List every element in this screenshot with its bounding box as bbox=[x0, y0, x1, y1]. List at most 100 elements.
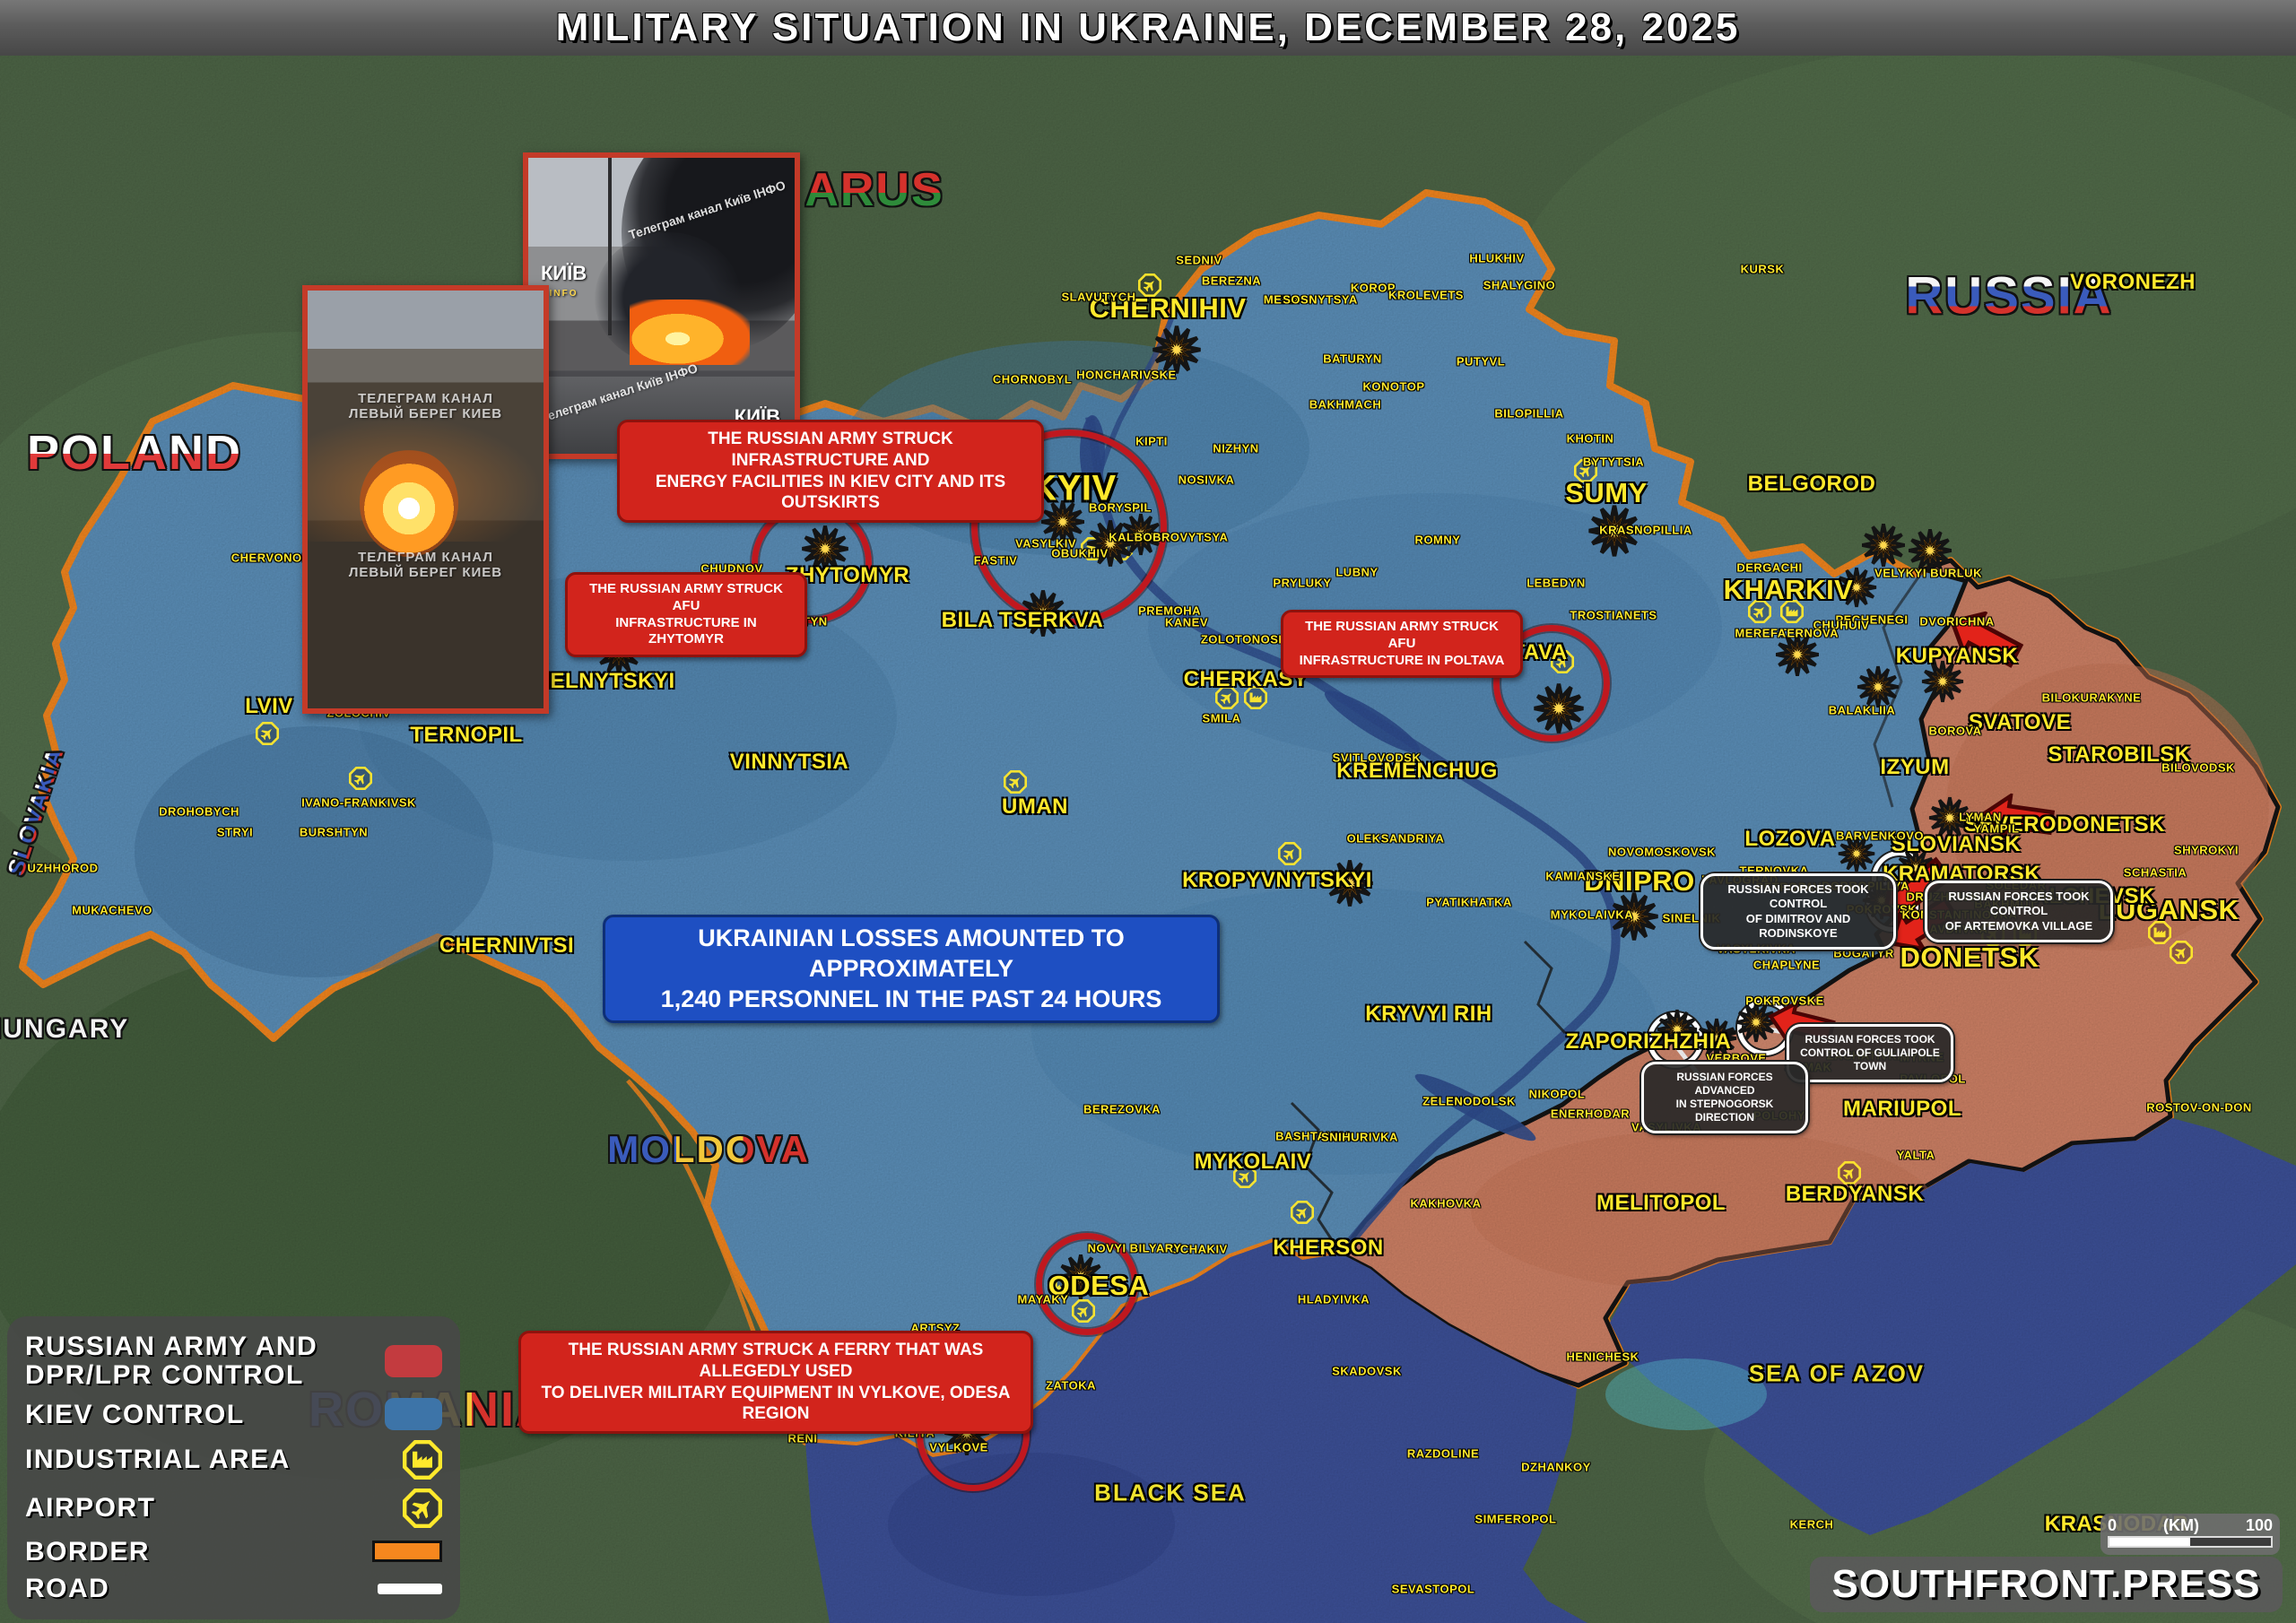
city-label: HONCHARIVSKE bbox=[1076, 368, 1177, 382]
city-label: DERGACHI bbox=[1736, 560, 1803, 575]
city-label: DROHOBYCH bbox=[159, 804, 239, 819]
city-label: SVATOVE bbox=[1968, 710, 2072, 734]
city-label: DNIPRO bbox=[1584, 865, 1695, 897]
city-label: BARVENKOVO bbox=[1836, 829, 1924, 843]
city-label: BILA TSERKVA bbox=[941, 608, 1104, 632]
legend-row-airport: AIRPORT bbox=[25, 1488, 442, 1528]
red-swatch bbox=[385, 1344, 442, 1377]
city-label: BALAKLIIA bbox=[1828, 703, 1896, 717]
annotation-control: RUSSIAN FORCES ADVANCED IN STEPNOGORSK D… bbox=[1641, 1062, 1808, 1133]
city-label: BILOKURAKYNE bbox=[2041, 690, 2142, 705]
city-label: SEVERODONETSK bbox=[1964, 812, 2165, 837]
city-label: KUPYANSK bbox=[1895, 644, 2019, 668]
city-label: SUMY bbox=[1565, 477, 1648, 508]
city-label: LYMAN bbox=[1959, 810, 2002, 824]
legend-row-russian-control: RUSSIAN ARMY AND DPR/LPR CONTROL bbox=[25, 1332, 442, 1389]
city-label: KALYTA bbox=[1109, 530, 1157, 544]
source-watermark: SOUTHFRONT.PRESS bbox=[1810, 1557, 2283, 1612]
city-label: ROMNY bbox=[1414, 533, 1461, 547]
city-label: ZAPORIZHZHIA bbox=[1565, 1029, 1732, 1054]
city-label: TROSTIANETS bbox=[1570, 608, 1657, 622]
city-label: SIMFEROPOL bbox=[1474, 1512, 1557, 1526]
city-label: ODESA bbox=[1048, 1270, 1150, 1301]
city-label: UZHHOROD bbox=[27, 861, 99, 875]
city-label: OLEKSANDRIYA bbox=[1346, 831, 1445, 846]
legend-row-border: BORDER bbox=[25, 1538, 442, 1567]
city-label: BELGOROD bbox=[1747, 472, 1876, 496]
blue-swatch bbox=[385, 1398, 442, 1431]
legend-row-industrial: INDUSTRIAL AREA bbox=[25, 1440, 442, 1480]
city-label: KAMIANSKE bbox=[1545, 869, 1621, 883]
city-label: KERCH bbox=[1789, 1517, 1834, 1532]
city-label: PECHENEGI bbox=[1835, 612, 1909, 627]
city-label: HENICHESK bbox=[1566, 1350, 1639, 1364]
city-label: LUBNY bbox=[1335, 565, 1378, 579]
city-label: LVIV bbox=[245, 694, 293, 718]
city-label: NIZHYN bbox=[1213, 441, 1259, 456]
annotation-red: THE RUSSIAN ARMY STRUCK AFU INFRASTRUCTU… bbox=[565, 572, 807, 657]
industry-icon bbox=[403, 1440, 442, 1480]
city-label: ENERHODAR bbox=[1550, 1107, 1631, 1121]
city-label: VELYKYI BURLUK bbox=[1874, 566, 1982, 580]
city-label: SCHASTIA bbox=[2123, 865, 2187, 880]
annotation-losses: UKRAINIAN LOSSES AMOUNTED TO APPROXIMATE… bbox=[603, 915, 1220, 1024]
city-label: BAKHMACH bbox=[1309, 397, 1382, 412]
city-label: DONETSK bbox=[1900, 942, 2039, 973]
city-label: VORONEZH bbox=[2069, 270, 2196, 294]
city-label: STRYI bbox=[216, 825, 254, 839]
city-label: KREMENCHUG bbox=[1336, 759, 1498, 783]
inset-photo-kyiv-fire: Телеграм канал Київ ІНФО Телеграм канал … bbox=[523, 152, 800, 459]
city-label: LOZOVA bbox=[1744, 827, 1836, 851]
city-label: SNIHURIVKA bbox=[1321, 1130, 1398, 1144]
watermark: ЛЕВЫЙ БЕРЕГ КИЕВ bbox=[348, 405, 503, 421]
city-label: YAMPIL bbox=[1973, 821, 2020, 836]
city-label: BEREZNA bbox=[1201, 273, 1262, 288]
city-label: HLADYIVKA bbox=[1297, 1292, 1370, 1306]
annotation-red: THE RUSSIAN ARMY STRUCK INFRASTRUCTURE A… bbox=[617, 420, 1044, 523]
city-label: VINNYTSIA bbox=[729, 750, 849, 774]
city-label: DZHANKOY bbox=[1521, 1460, 1591, 1474]
city-label: KHOTIN bbox=[1566, 431, 1614, 446]
city-label: KROLEVETS bbox=[1388, 288, 1464, 302]
city-label: SLOVIANSK bbox=[1891, 832, 2022, 856]
border-swatch bbox=[372, 1541, 442, 1563]
city-label: LEBEDYN bbox=[1526, 576, 1586, 590]
city-label: ZATOKA bbox=[1046, 1378, 1096, 1393]
city-label: VASYLKIV bbox=[1014, 536, 1077, 551]
title-bar: MILITARY SITUATION IN UKRAINE, DECEMBER … bbox=[0, 0, 2296, 56]
city-label: PUTYVL bbox=[1456, 354, 1506, 369]
city-label: CHERNIHIV bbox=[1089, 292, 1247, 324]
city-label: MYKOLAIVKA bbox=[1550, 907, 1634, 922]
city-label: PYATIKHATKA bbox=[1426, 895, 1512, 909]
annotation-control: RUSSIAN FORCES TOOK CONTROL OF ARTEMOVKA… bbox=[1925, 881, 2113, 942]
city-label: SKADOVSK bbox=[1332, 1364, 1402, 1378]
city-label: KRYVYI RIH bbox=[1365, 1002, 1492, 1026]
city-label: KIPTI bbox=[1135, 434, 1168, 448]
strike-circle bbox=[1036, 1233, 1138, 1335]
city-label: POKROVSKE bbox=[1745, 994, 1824, 1008]
city-label: BEREZOVKA bbox=[1083, 1102, 1161, 1116]
city-label: ROSTOV-ON-DON bbox=[2146, 1100, 2252, 1115]
city-label: FASTIV bbox=[973, 553, 1018, 568]
annotation-red: THE RUSSIAN ARMY STRUCK AFU INFRASTRUCTU… bbox=[1281, 610, 1523, 679]
city-label: MUKACHEVO bbox=[72, 903, 152, 917]
city-label: VYLKOVE bbox=[929, 1440, 988, 1454]
inset-photo-fireball: ТЕЛЕГРАМ КАНАЛ ЛЕВЫЙ БЕРЕГ КИЕВ ТЕЛЕГРАМ… bbox=[302, 285, 549, 714]
city-label: BURSHTYN bbox=[299, 825, 369, 839]
annotation-control: RUSSIAN FORCES TOOK CONTROL OF DIMITROV … bbox=[1700, 873, 1896, 950]
page-title: MILITARY SITUATION IN UKRAINE, DECEMBER … bbox=[555, 5, 1741, 49]
city-label: CHORNOBYL bbox=[992, 372, 1073, 386]
road-swatch bbox=[378, 1584, 442, 1595]
city-label: CHERNIVTSI bbox=[439, 933, 575, 958]
scale-bar: 0 (KM) 100 bbox=[2100, 1514, 2280, 1555]
city-label: NOSIVKA bbox=[1178, 473, 1235, 487]
city-label: SLAVUTYCH bbox=[1061, 290, 1136, 304]
city-label: STAROBILSK bbox=[2048, 742, 2191, 767]
city-label: RENI bbox=[787, 1431, 818, 1445]
sea-label: SEA OF AZOV bbox=[1748, 1359, 1926, 1387]
city-label: ZOLOTONOSHA bbox=[1200, 632, 1297, 647]
fire-glow bbox=[629, 299, 750, 365]
city-label: KANEV bbox=[1164, 615, 1209, 629]
city-label: SVITLOVODSK bbox=[1332, 751, 1422, 765]
